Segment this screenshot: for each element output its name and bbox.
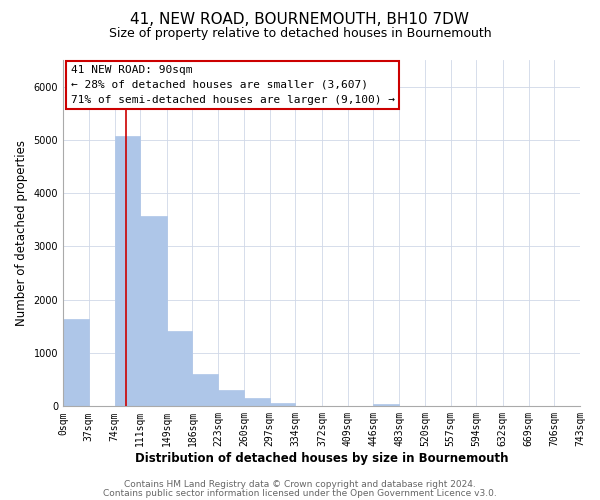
X-axis label: Distribution of detached houses by size in Bournemouth: Distribution of detached houses by size … — [135, 452, 508, 465]
Text: Size of property relative to detached houses in Bournemouth: Size of property relative to detached ho… — [109, 28, 491, 40]
Bar — [193, 374, 218, 406]
Bar — [63, 320, 89, 406]
Bar — [218, 390, 244, 406]
Text: 41 NEW ROAD: 90sqm
← 28% of detached houses are smaller (3,607)
71% of semi-deta: 41 NEW ROAD: 90sqm ← 28% of detached hou… — [71, 65, 395, 105]
Bar — [140, 216, 167, 406]
Text: Contains public sector information licensed under the Open Government Licence v3: Contains public sector information licen… — [103, 488, 497, 498]
Text: 41, NEW ROAD, BOURNEMOUTH, BH10 7DW: 41, NEW ROAD, BOURNEMOUTH, BH10 7DW — [131, 12, 470, 28]
Bar — [244, 398, 269, 406]
Y-axis label: Number of detached properties: Number of detached properties — [15, 140, 28, 326]
Bar — [115, 136, 140, 406]
Text: Contains HM Land Registry data © Crown copyright and database right 2024.: Contains HM Land Registry data © Crown c… — [124, 480, 476, 489]
Bar — [373, 404, 399, 406]
Bar — [269, 403, 295, 406]
Bar — [167, 330, 193, 406]
